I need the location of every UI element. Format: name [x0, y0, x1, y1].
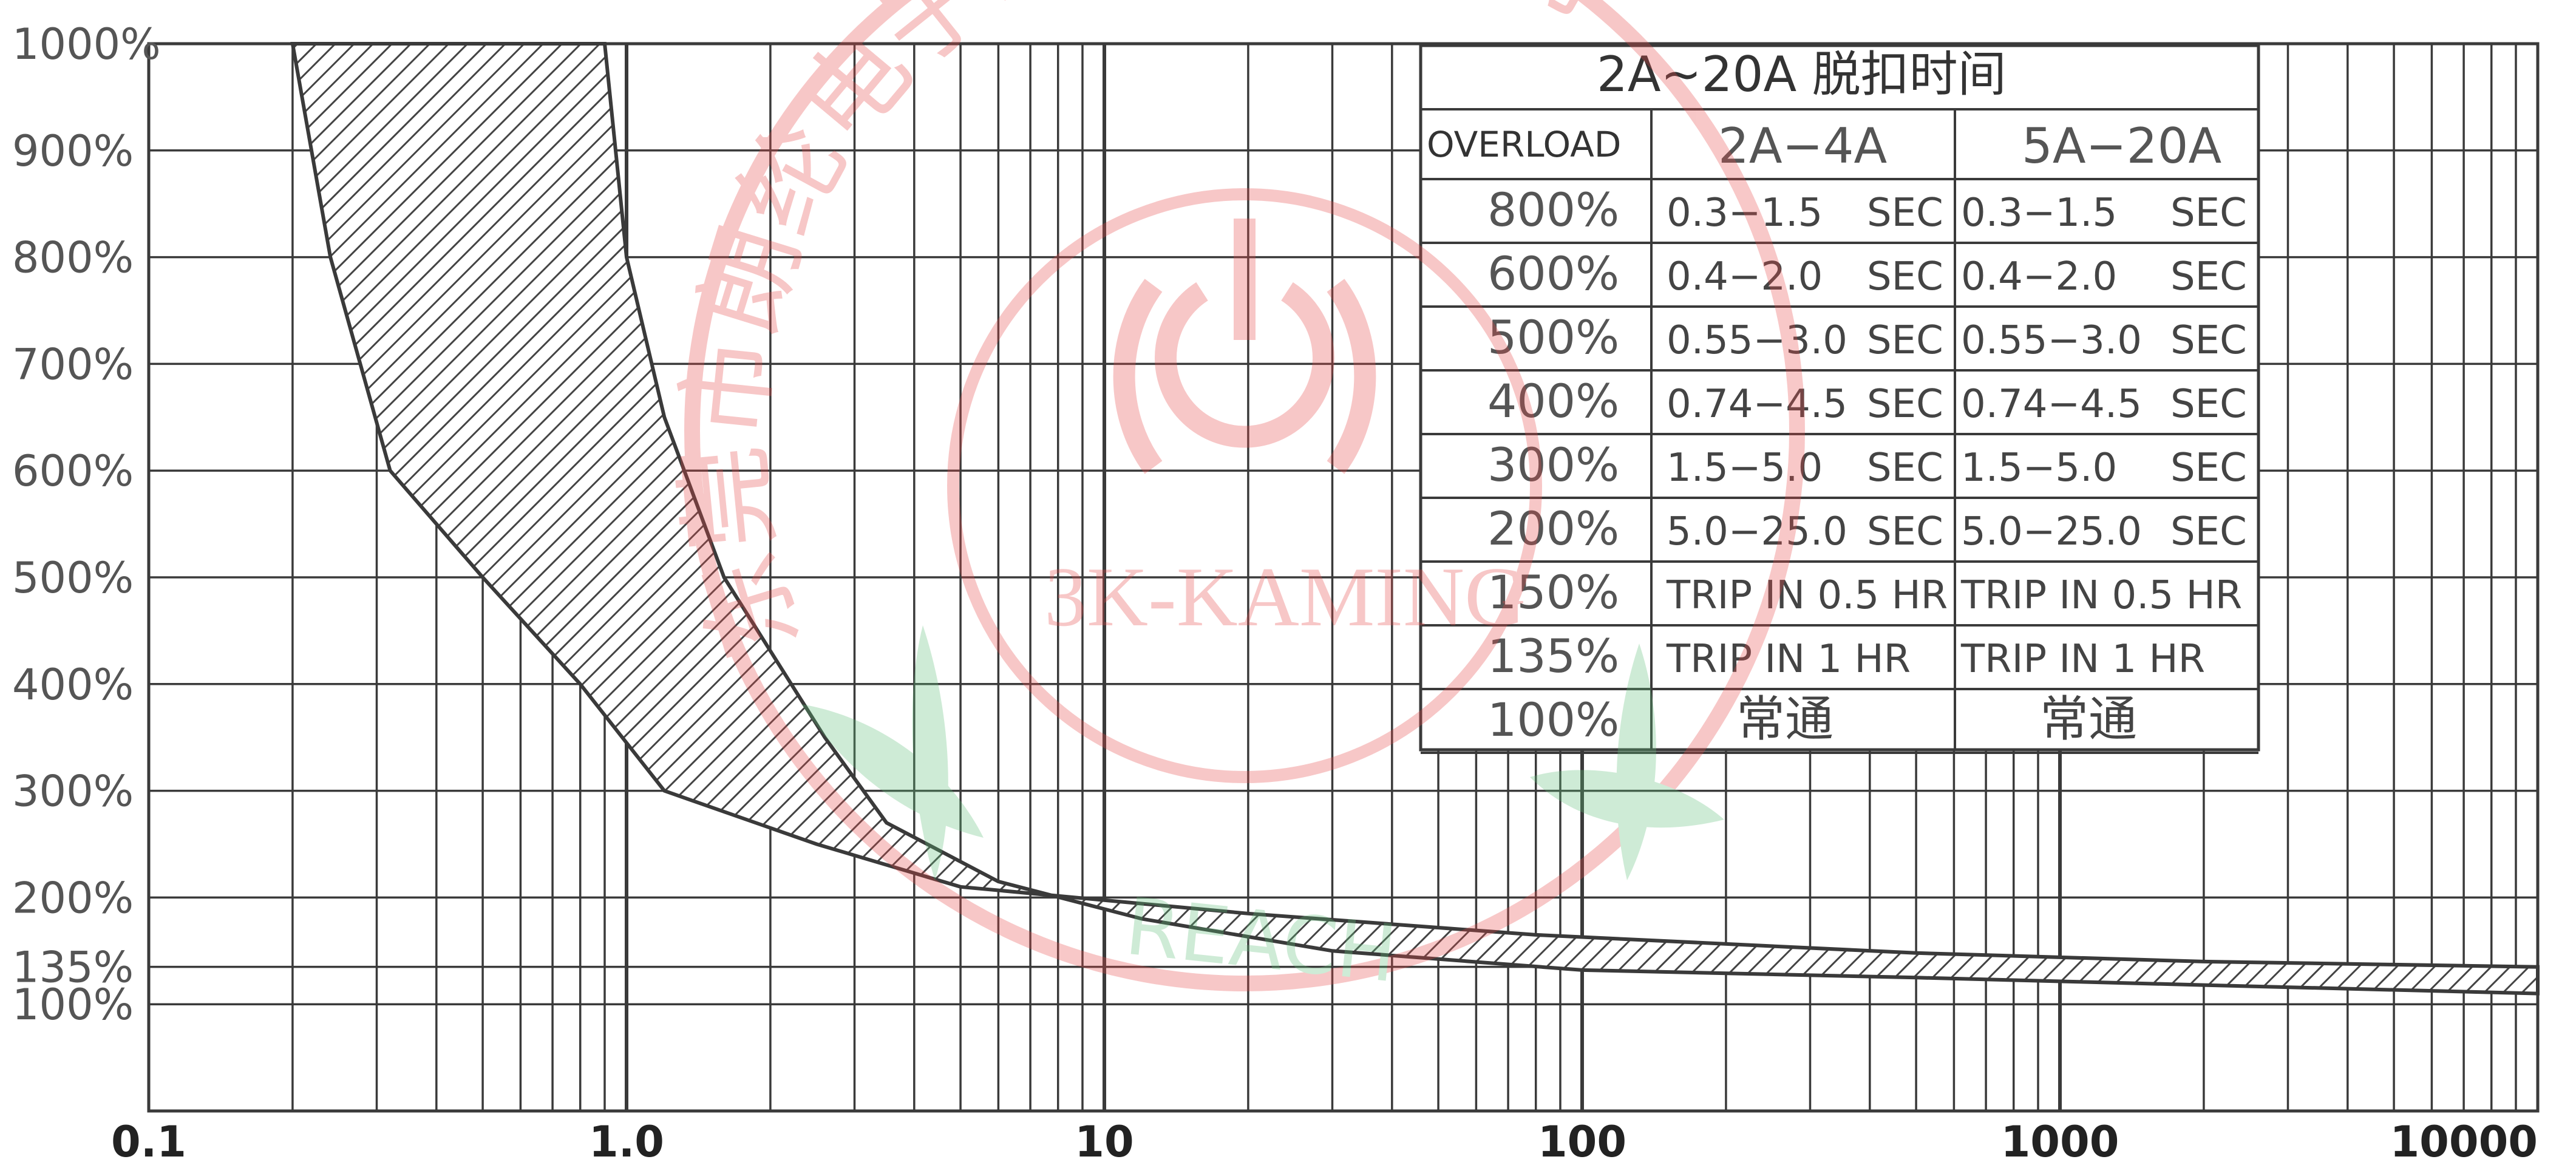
y-tick-label: 800% [12, 233, 134, 283]
table-rows: 800% 0.3−1.5 SEC 0.3−1.5 SEC 600% 0.4−2.0 SEC 0.… [1487, 183, 2247, 747]
y-tick-label: 900% [12, 126, 134, 176]
table-cell-5a-20a: 0.3−1.5 [1961, 191, 2117, 236]
table-unit-5a-20a: SEC [2170, 446, 2247, 491]
y-tick-label: 700% [12, 339, 134, 389]
table-cell-5a-20a: 1.5−5.0 [1961, 446, 2117, 491]
table-cell-2a-4a: TRIP IN 0.5 HR [1666, 573, 1948, 618]
table-overload-cell: 200% [1487, 501, 1619, 555]
table-cell-5a-20a: 常通 [2040, 691, 2137, 747]
table-cell-2a-4a: 0.4−2.0 [1667, 254, 1823, 299]
table-unit-5a-20a: SEC [2170, 318, 2247, 363]
table-overload-cell: 400% [1487, 374, 1619, 428]
table-header-overload: OVERLOAD [1427, 124, 1621, 165]
table-cell-2a-4a: 0.74−4.5 [1667, 382, 1847, 427]
table-header-5a-20a: 5A−20A [2022, 118, 2221, 174]
x-tick-label: 0.1 [111, 1117, 186, 1165]
trip-band [290, 42, 2540, 996]
table-cell-2a-4a: 0.3−1.5 [1667, 191, 1823, 236]
table-unit-2a-4a: SEC [1867, 446, 1943, 491]
table-overload-cell: 100% [1487, 693, 1619, 747]
x-tick-label: 1.0 [589, 1117, 664, 1165]
y-tick-label: 200% [12, 873, 134, 923]
table-unit-2a-4a: SEC [1867, 191, 1943, 236]
table-cell-5a-20a: TRIP IN 0.5 HR [1960, 573, 2242, 618]
table-unit-5a-20a: SEC [2170, 509, 2247, 554]
table-unit-5a-20a: SEC [2170, 191, 2247, 236]
table-overload-cell: 300% [1487, 438, 1619, 492]
table-header-2a-4a: 2A−4A [1718, 118, 1888, 174]
table-overload-cell: 600% [1487, 246, 1619, 301]
table-unit-5a-20a: SEC [2170, 382, 2247, 427]
trip-time-table: 2A~20A 脱扣时间 OVERLOAD 2A−4A 5A−20A 800% 0.… [1419, 44, 2260, 754]
table-cell-5a-20a: TRIP IN 1 HR [1960, 637, 2205, 682]
y-tick-label: 100% [12, 980, 134, 1030]
table-unit-2a-4a: SEC [1867, 382, 1943, 427]
table-overload-cell: 800% [1487, 183, 1619, 237]
x-tick-label: 10 [1075, 1117, 1133, 1165]
table-cell-2a-4a: TRIP IN 1 HR [1666, 637, 1911, 682]
table-cell-5a-20a: 0.4−2.0 [1961, 254, 2117, 299]
x-tick-label: 1000 [2001, 1117, 2119, 1165]
table-unit-5a-20a: SEC [2170, 254, 2247, 299]
y-tick-label: 500% [12, 553, 134, 603]
table-title: 2A~20A 脱扣时间 [1597, 46, 2007, 103]
y-tick-label: 300% [12, 767, 134, 817]
table-cell-5a-20a: 0.74−4.5 [1961, 382, 2142, 427]
table-overload-cell: 135% [1487, 629, 1619, 683]
table-cell-5a-20a: 0.55−3.0 [1961, 318, 2142, 363]
table-cell-2a-4a: 0.55−3.0 [1667, 318, 1847, 363]
x-tick-label: 10000 [2390, 1117, 2538, 1165]
y-tick-label: 400% [12, 660, 134, 710]
table-overload-cell: 500% [1487, 310, 1619, 364]
x-axis-ticks: 0.1 1.0 10 100 1000 10000 [111, 1117, 2538, 1165]
table-cell-2a-4a: 常通 [1736, 691, 1833, 747]
table-unit-2a-4a: SEC [1867, 254, 1943, 299]
seal-brand: 3K-KAMING [1044, 550, 1526, 644]
table-cell-2a-4a: 1.5−5.0 [1667, 446, 1823, 491]
power-symbol-icon [1113, 219, 1376, 474]
table-unit-2a-4a: SEC [1867, 318, 1943, 363]
table-grid [1421, 108, 2258, 754]
table-overload-cell: 150% [1487, 565, 1619, 619]
y-tick-label: 600% [12, 446, 134, 496]
leaf-icon [801, 625, 1724, 880]
y-tick-label: 135% [12, 943, 134, 993]
y-axis-ticks: 1000% 900% 800% 700% 600% 500% 400% 300% 200% 135… [12, 19, 161, 1030]
y-tick-label: 1000% [12, 19, 161, 69]
x-tick-label: 100 [1538, 1117, 1626, 1165]
seal-outer-ring [684, 0, 1805, 991]
table-unit-2a-4a: SEC [1867, 509, 1943, 554]
table-cell-5a-20a: 5.0−25.0 [1961, 509, 2142, 554]
table-cell-2a-4a: 5.0−25.0 [1667, 509, 1847, 554]
seal-inner-ring [947, 188, 1542, 783]
